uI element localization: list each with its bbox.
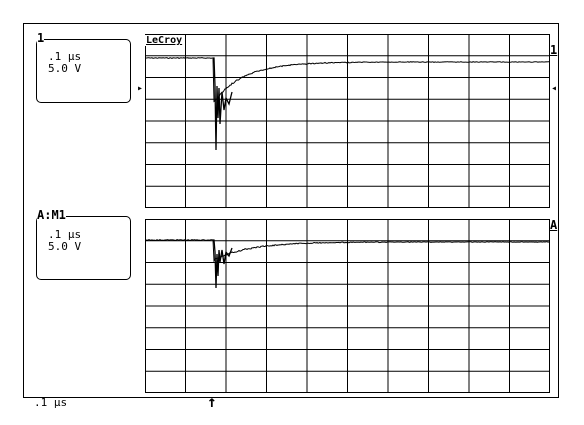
channelA-tag: A:M1 <box>37 208 66 222</box>
channelA-timebase: .1 µs <box>48 228 82 241</box>
channel1-info-box[interactable]: .1 µs 5.0 V <box>36 39 131 103</box>
channel1-left-offset-marker: ▸ <box>137 83 144 94</box>
channel1-volts-per-div: 5.0 V <box>48 62 82 75</box>
channel1-tag: 1 <box>37 31 45 45</box>
trigger-position-marker: ↑ <box>207 392 217 411</box>
channel1-right-offset-marker: ◂ <box>551 83 558 94</box>
footer-timebase: .1 µs <box>34 396 68 409</box>
channelA-waveform <box>145 239 550 263</box>
scope-display-frame <box>23 23 559 398</box>
lecroy-logo: LeCroy <box>145 35 184 46</box>
channel1-transient-spike <box>213 57 233 151</box>
channelA-volts-per-div: 5.0 V <box>48 240 82 253</box>
channelA-trace-label: A <box>550 218 558 232</box>
channel1-timebase: .1 µs <box>48 50 82 63</box>
channelA-transient-spike <box>213 239 233 289</box>
channel1-trace-label: 1 <box>550 43 558 57</box>
channelA-info-box[interactable]: .1 µs 5.0 V <box>36 216 131 280</box>
channel1-waveform <box>146 57 549 103</box>
